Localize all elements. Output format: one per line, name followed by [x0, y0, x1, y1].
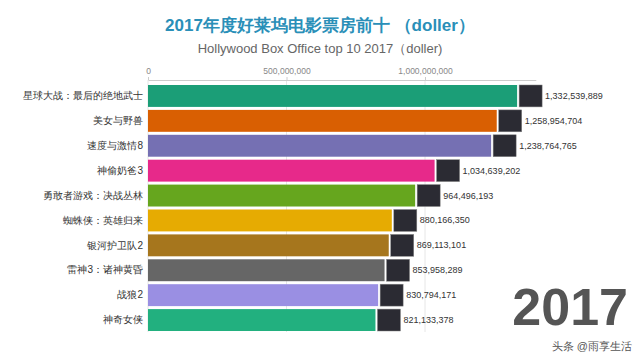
- poster: [387, 259, 410, 281]
- subtitle: Hollywood Box Office top 10 2017（doller): [198, 41, 443, 56]
- tick: 勇敢者游戏：决战丛林: [43, 190, 145, 201]
- data-label: 1,034,639,202: [463, 166, 521, 176]
- data-label: 853,958,289: [413, 265, 463, 275]
- tick: 神偷奶爸3: [97, 165, 145, 176]
- bar: [148, 160, 435, 182]
- data-label: 1,238,764,765: [519, 141, 577, 151]
- bar: [148, 259, 385, 281]
- poster: [377, 309, 400, 331]
- category-label: 星球大战：最后的绝地武士: [23, 90, 143, 101]
- title: 2017年度好莱坞电影票房前十 （doller）: [165, 16, 475, 35]
- y-axis: 星球大战：最后的绝地武士美女与野兽速度与激情8 神偷奶爸3 勇敢者游戏：决战丛林蜘蛛…: [23, 90, 145, 325]
- category-label: 神偷奶爸3: [97, 165, 143, 176]
- bar: [148, 209, 392, 231]
- bars: [148, 85, 517, 331]
- tick: 雷神3：诸神黄昏: [67, 264, 145, 275]
- chart: 2017年度好莱坞电影票房前十 （doller） Hollywood Box Of…: [0, 0, 640, 357]
- tick: 0: [146, 66, 151, 80]
- bar: [148, 185, 415, 207]
- tick: 1,000,000,000: [398, 66, 453, 80]
- poster: [493, 135, 516, 157]
- category-label: 速度与激情8: [87, 140, 143, 151]
- tick: 银河护卫队2: [86, 240, 145, 251]
- poster: [391, 234, 414, 256]
- year-annotation: 2017: [512, 278, 628, 336]
- tick-mark: [148, 77, 149, 80]
- data-label: 1,332,539,889: [545, 91, 603, 101]
- poster: [394, 209, 417, 231]
- category-label: 蜘蛛侠：英雄归来: [63, 215, 143, 226]
- bar: [148, 85, 517, 107]
- poster: [437, 160, 460, 182]
- category-label: 美女与野兽: [93, 115, 143, 126]
- category-label: 勇敢者游戏：决战丛林: [43, 190, 143, 201]
- tick: 速度与激情8: [87, 140, 145, 151]
- axis-line: [149, 80, 537, 81]
- bar: [148, 284, 378, 306]
- data-label: 880,166,350: [420, 215, 470, 225]
- tick-label: 0: [146, 66, 151, 76]
- tick: 神奇女侠: [103, 314, 145, 325]
- data-label: 964,496,193: [443, 191, 493, 201]
- category-label: 银河护卫队2: [86, 240, 143, 251]
- data-label: 821,133,378: [403, 315, 453, 325]
- data-label: 830,794,171: [406, 290, 456, 300]
- bar: [148, 135, 491, 157]
- tick: 500,000,000: [263, 66, 311, 80]
- tick: 战狼2: [117, 289, 145, 300]
- x-axis: 0 500,000,000 1,000,000,000: [146, 66, 536, 81]
- data-label: 1,258,954,704: [525, 116, 583, 126]
- tick: 蜘蛛侠：英雄归来: [63, 215, 145, 226]
- poster: [519, 85, 542, 107]
- data-label: 869,113,101: [417, 240, 466, 250]
- bar: [148, 309, 375, 331]
- tick: 美女与野兽: [93, 115, 145, 126]
- tick-label: 1,000,000,000: [398, 66, 453, 76]
- tick-label: 500,000,000: [263, 66, 311, 76]
- tick-mark: [287, 77, 288, 80]
- category-label: 雷神3：诸神黄昏: [67, 264, 143, 275]
- poster: [417, 185, 440, 207]
- watermark: 头条 @雨享生活: [552, 340, 632, 352]
- poster: [499, 110, 522, 132]
- bar: [148, 234, 389, 256]
- category-label: 神奇女侠: [103, 314, 143, 325]
- tick-mark: [425, 77, 426, 80]
- poster: [380, 284, 403, 306]
- bar: [148, 110, 497, 132]
- category-label: 战狼2: [117, 289, 143, 300]
- tick: 星球大战：最后的绝地武士: [23, 90, 145, 101]
